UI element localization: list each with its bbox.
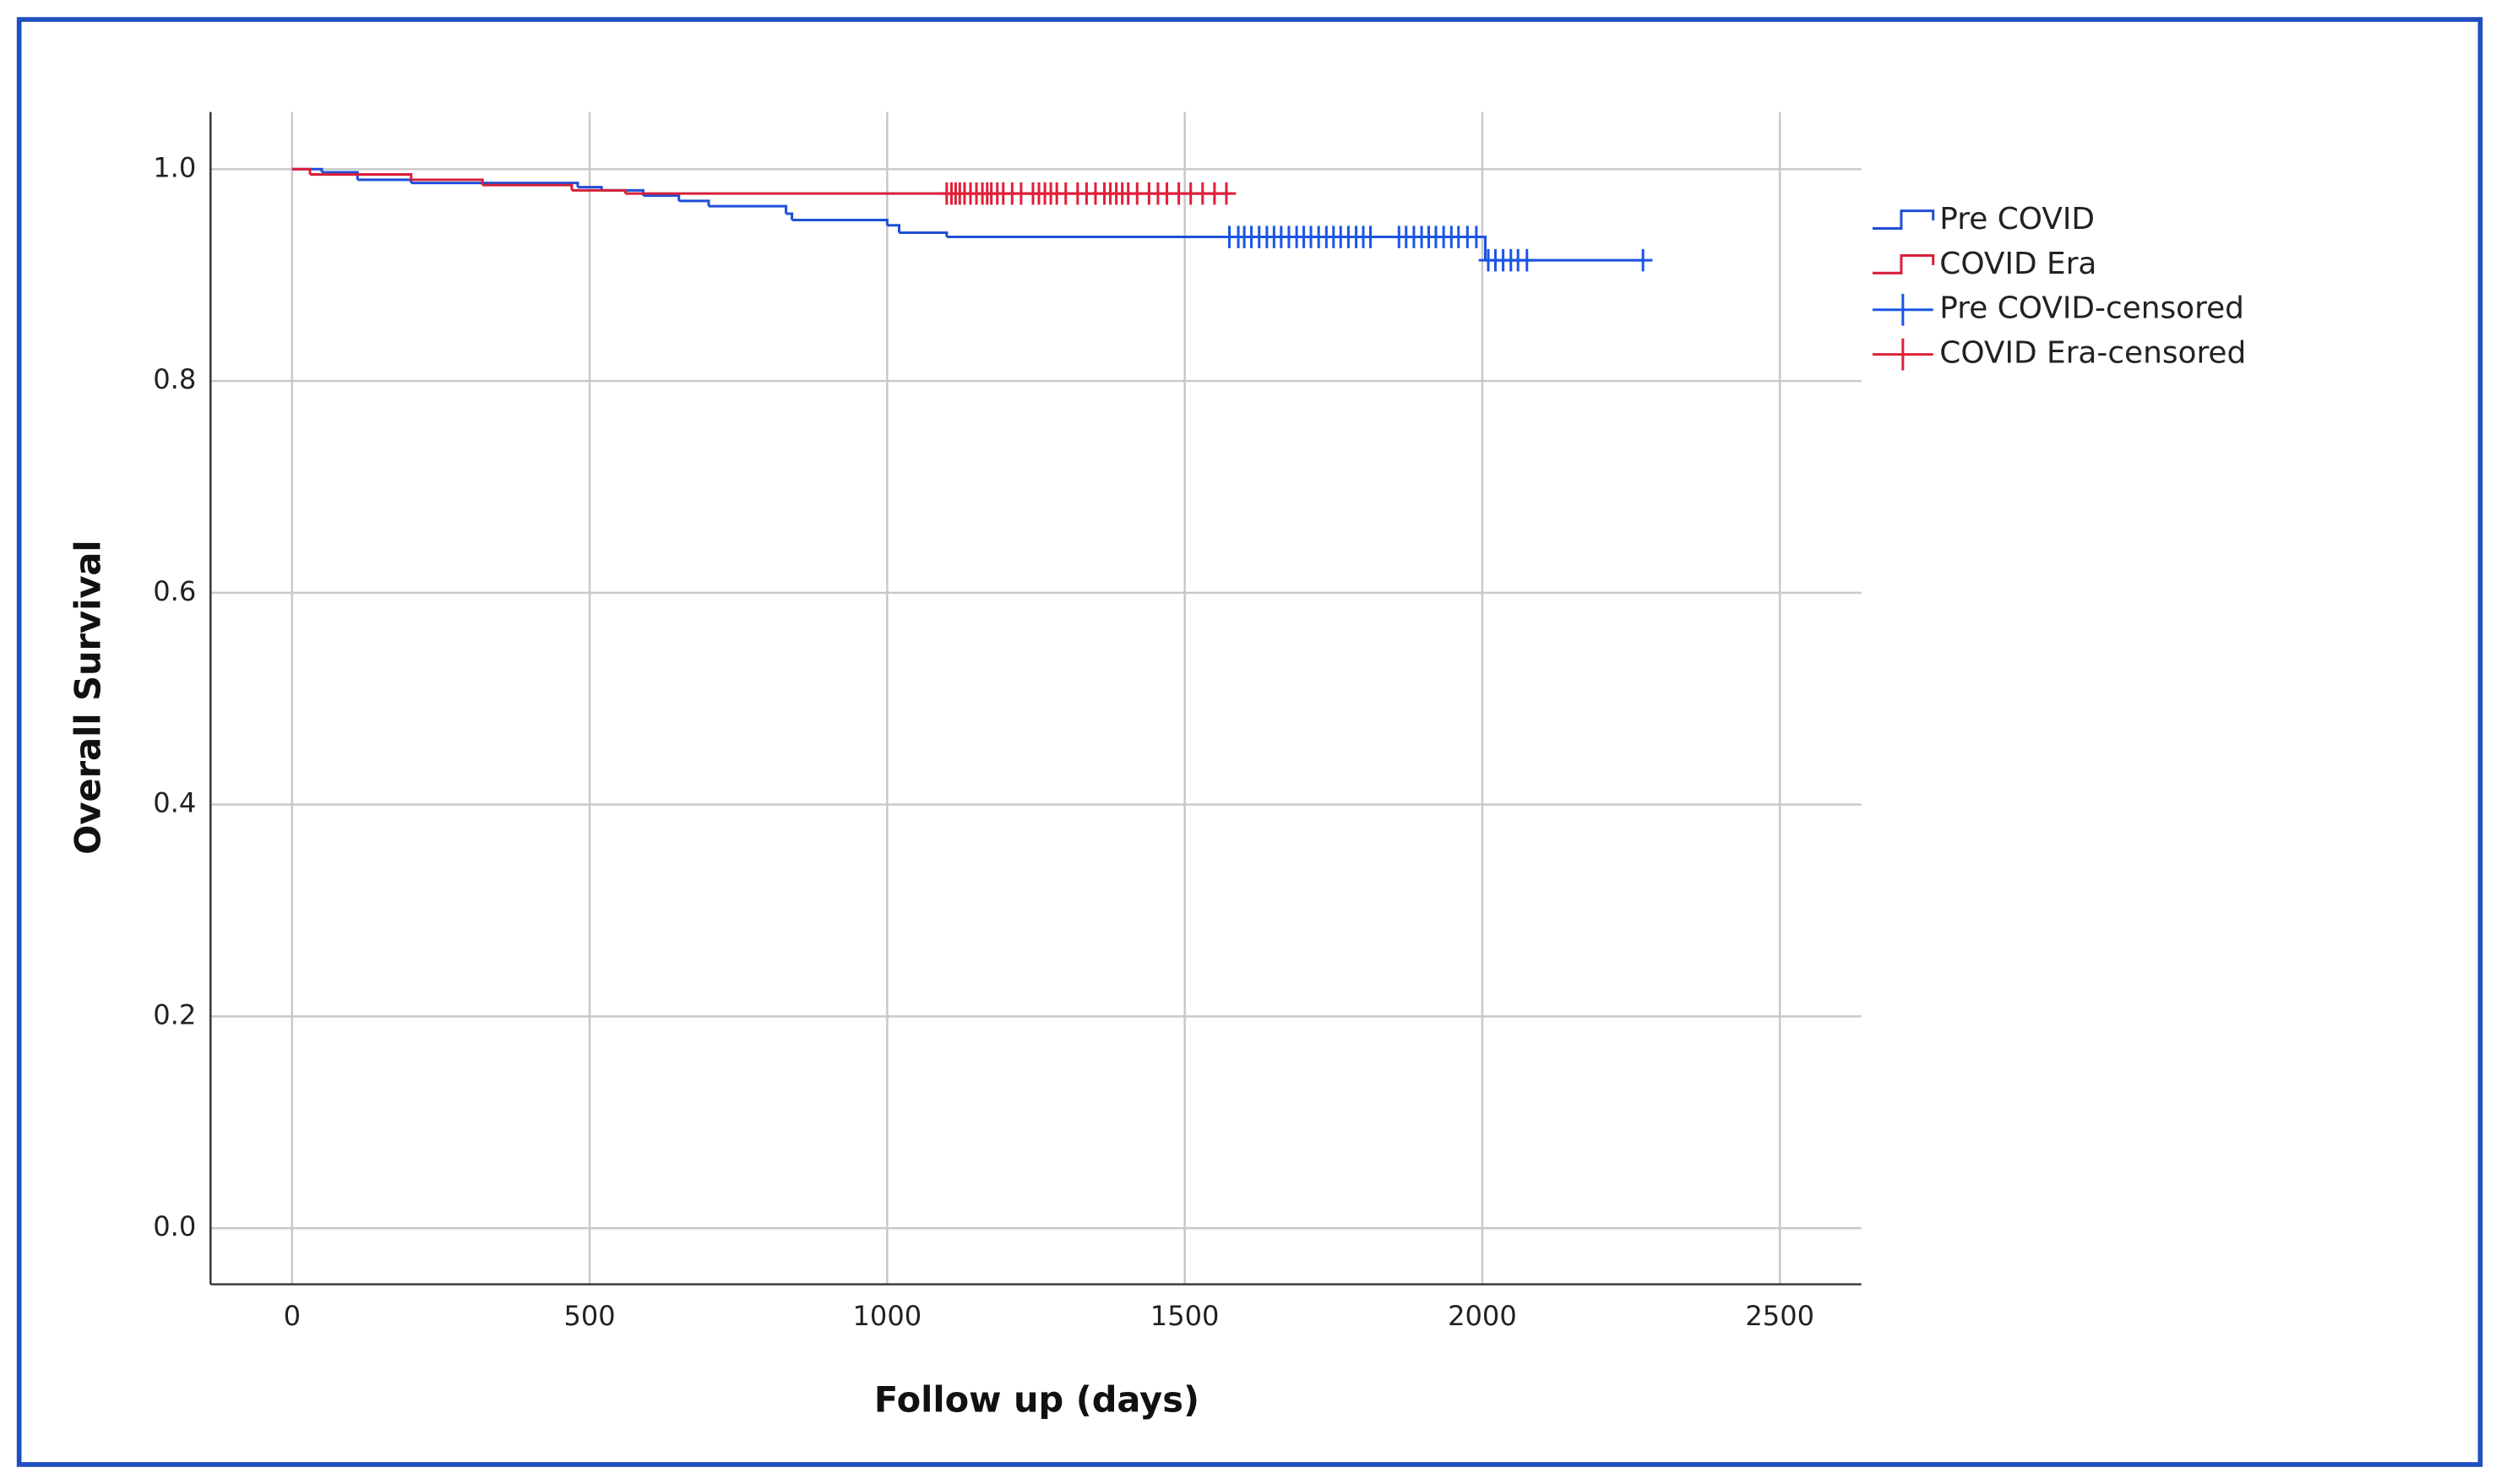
legend-icon	[1872, 338, 1933, 371]
step-segment	[410, 182, 579, 188]
x-tick-label: 2500	[1745, 1300, 1814, 1332]
y-tick-label: 0.8	[153, 363, 196, 395]
x-tick-label: 500	[563, 1300, 615, 1332]
censor-mark	[1466, 226, 1487, 248]
y-tick-label: 0.6	[153, 575, 196, 607]
x-axis-label: Follow up (days)	[874, 1378, 1199, 1420]
step-segment	[643, 194, 681, 201]
x-tick-label: 1500	[1150, 1300, 1220, 1332]
x-tick-label: 0	[284, 1300, 301, 1332]
censor-mark	[1216, 182, 1237, 205]
step-segment	[678, 199, 710, 207]
legend-label: COVID Era-censored	[1939, 336, 2246, 371]
legend-icon	[1872, 293, 1933, 326]
y-axis-label: Overall Survival	[68, 540, 109, 855]
step-segment	[791, 218, 889, 226]
y-tick-label: 0.0	[153, 1210, 196, 1242]
step-segment	[786, 212, 794, 220]
legend-icon	[1872, 254, 1935, 275]
legend-label: Pre COVID-censored	[1939, 291, 2244, 326]
censor-mark	[1517, 248, 1537, 272]
x-tick-label: 1000	[853, 1300, 922, 1332]
y-tick-label: 1.0	[153, 151, 196, 183]
step-segment	[322, 171, 359, 180]
step-segment	[482, 183, 574, 191]
legend-label: COVID Era	[1939, 247, 2096, 281]
x-tick-label: 2000	[1448, 1300, 1517, 1332]
legend-icon	[1872, 209, 1935, 230]
y-tick-label: 0.4	[153, 787, 196, 819]
step-segment	[899, 231, 949, 237]
step-segment	[309, 173, 413, 180]
step-segment	[708, 204, 788, 214]
censor-mark	[1633, 248, 1653, 272]
censor-mark	[1361, 226, 1380, 248]
step-segment	[410, 178, 484, 186]
step-segment	[291, 167, 312, 175]
y-tick-label: 0.2	[153, 998, 196, 1030]
legend-label: Pre COVID	[1939, 202, 2095, 236]
step-segment	[887, 224, 900, 233]
frame	[16, 17, 2483, 1467]
